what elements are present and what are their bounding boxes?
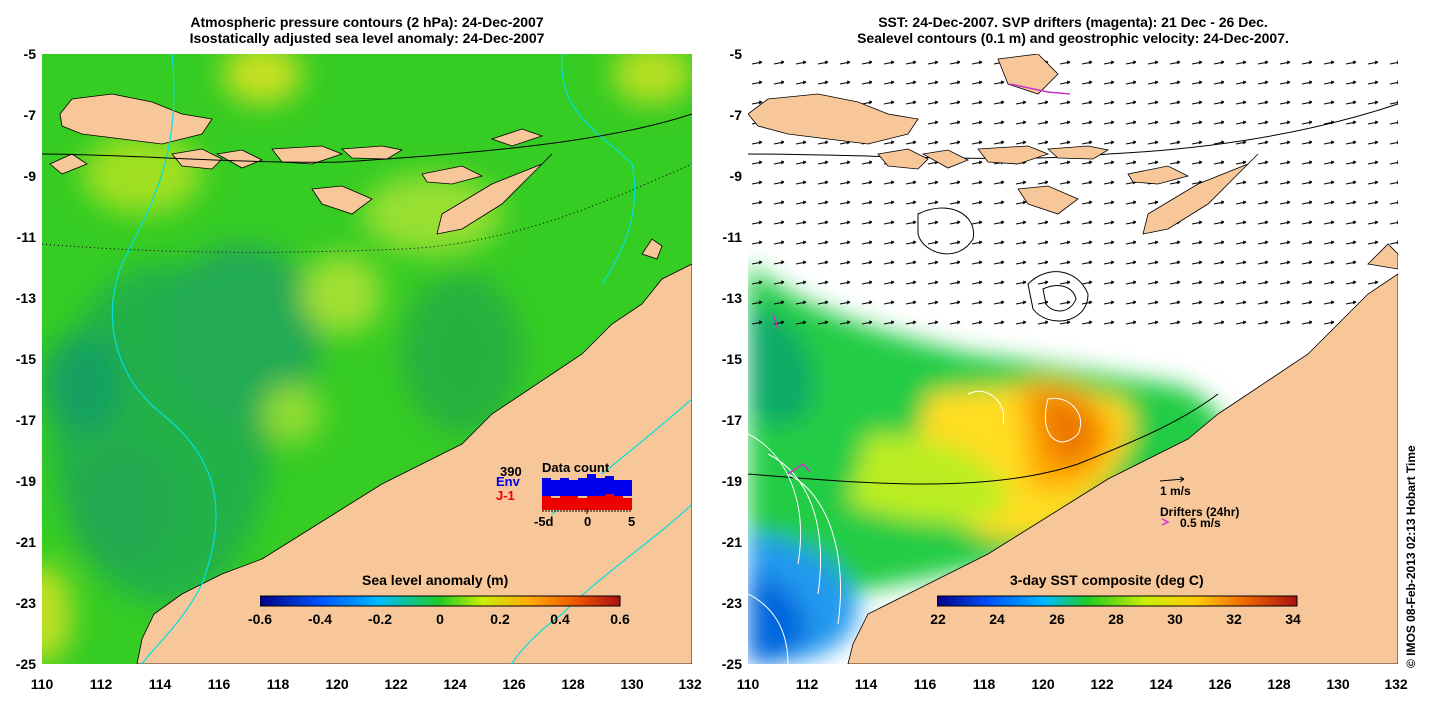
- sst-colorbar: [937, 595, 1298, 607]
- right-lat-label: -11: [722, 229, 742, 245]
- right-lat-label: -21: [721, 534, 742, 550]
- sla-colorbar-title: Sea level anomaly (m): [362, 572, 509, 588]
- left-lat-label: -9: [23, 168, 36, 184]
- right-lat-label: -17: [721, 412, 742, 428]
- velocity-arrows: [748, 54, 1398, 334]
- right-lon-label: 132: [1384, 676, 1408, 692]
- right-lon-label: 110: [736, 676, 760, 692]
- left-black-contour: [42, 113, 692, 163]
- sla-colorbar: [260, 595, 621, 607]
- sla-map: [42, 54, 692, 664]
- right-lon-label: 112: [795, 676, 819, 692]
- drifter-track: [772, 313, 779, 330]
- right-lat-label: -7: [729, 107, 742, 123]
- sst-contours: [748, 103, 1398, 485]
- inset-xtick: -5d: [534, 514, 554, 529]
- sla-colorbar-tick: -0.6: [247, 611, 273, 627]
- drifter-scale-label: 0.5 m/s: [1180, 516, 1221, 530]
- right-lat-label: -15: [721, 351, 742, 367]
- left-lon-label: 114: [148, 676, 172, 692]
- left-lat-label: -25: [15, 656, 36, 672]
- scale-arrow: [1159, 478, 1185, 482]
- right-title-line1: SST: 24-Dec-2007. SVP drifters (magenta)…: [878, 14, 1268, 30]
- scale-arrow-head: [1179, 476, 1185, 483]
- right-lon-label: 120: [1031, 676, 1055, 692]
- inset-j1-label: J-1: [496, 488, 515, 503]
- sla-colorbar-tick: -0.4: [307, 611, 333, 627]
- sla-colorbar-tick: 0.6: [610, 611, 630, 627]
- left-lat-label: -5: [23, 46, 36, 62]
- right-lat-label: -19: [721, 473, 742, 489]
- right-lat-label: -13: [721, 290, 742, 306]
- inset-xtick: 5: [628, 514, 636, 529]
- right-lon-label: 122: [1090, 676, 1114, 692]
- sst-map: [748, 54, 1398, 664]
- right-lon-label: 118: [972, 676, 996, 692]
- left-lat-label: -11: [16, 229, 36, 245]
- left-lat-label: -7: [23, 107, 36, 123]
- inset-env-label: Env: [496, 474, 520, 489]
- imos-credit: © IMOS 08-Feb-2013 02:13 Hobart Time: [1404, 445, 1418, 668]
- right-lon-label: 126: [1208, 676, 1232, 692]
- right-lon-label: 116: [913, 676, 937, 692]
- left-lat-label: -21: [15, 534, 36, 550]
- left-lon-label: 112: [89, 676, 113, 692]
- left-lat-label: -19: [15, 473, 36, 489]
- right-lat-label: -5: [729, 46, 742, 62]
- sla-field: [42, 54, 692, 664]
- left-landmasses: [49, 93, 692, 664]
- drifter-track: [1009, 83, 1071, 95]
- drifters-label: Drifters (24hr): [1160, 505, 1240, 519]
- inset-xtick: 0: [584, 514, 592, 529]
- left-lon-label: 118: [266, 676, 290, 692]
- drifter-track: [787, 463, 811, 475]
- left-lon-label: 124: [443, 676, 467, 692]
- sst-colorbar-tick: 26: [1049, 611, 1065, 627]
- left-lat-label: -17: [15, 412, 36, 428]
- sla-colorbar-tick: -0.2: [367, 611, 393, 627]
- right-title-line2: Sealevel contours (0.1 m) and geostrophi…: [857, 30, 1289, 46]
- left-lat-label: -23: [15, 595, 36, 611]
- right-lon-label: 130: [1326, 676, 1350, 692]
- right-lon-label: 124: [1149, 676, 1173, 692]
- sst-colorbar-tick: 30: [1167, 611, 1183, 627]
- right-lon-label: 114: [854, 676, 878, 692]
- left-lon-label: 110: [30, 676, 54, 692]
- left-lon-label: 132: [678, 676, 702, 692]
- right-lon-label: 128: [1267, 676, 1291, 692]
- sst-colorbar-tick: 28: [1108, 611, 1124, 627]
- inset-title: Data count: [542, 460, 610, 475]
- left-dotted-contour: [42, 163, 692, 253]
- sst-colorbar-tick: 34: [1285, 611, 1301, 627]
- left-lon-label: 130: [620, 676, 644, 692]
- sst-colorbar-tick: 32: [1226, 611, 1242, 627]
- sla-colorbar-tick: 0: [436, 611, 444, 627]
- right-title: SST: 24-Dec-2007. SVP drifters (magenta)…: [748, 14, 1398, 46]
- inset-j1-bars: [542, 494, 632, 510]
- sla-colorbar-tick: 0.4: [550, 611, 570, 627]
- left-lon-label: 128: [561, 676, 585, 692]
- left-lat-label: -13: [15, 290, 36, 306]
- inset-env-bars: [542, 474, 632, 496]
- sla-colorbar-tick: 0.2: [490, 611, 510, 627]
- left-lat-label: -15: [15, 351, 36, 367]
- right-lat-label: -23: [721, 595, 742, 611]
- sst-colorbar-tick: 24: [989, 611, 1005, 627]
- left-lon-label: 122: [384, 676, 408, 692]
- sst-colorbar-tick: 22: [930, 611, 946, 627]
- sst-white-contours: [748, 390, 1082, 664]
- right-lat-label: -25: [721, 656, 742, 672]
- inset-count: 390: [500, 464, 522, 479]
- drifter-scale-arrow: [1161, 518, 1170, 526]
- right-lat-label: -9: [729, 168, 742, 184]
- left-lon-label: 116: [207, 676, 231, 692]
- velocity-scale-label: 1 m/s: [1160, 484, 1191, 498]
- left-lon-label: 120: [325, 676, 349, 692]
- left-title-line1: Atmospheric pressure contours (2 hPa): 2…: [190, 14, 544, 30]
- left-lon-label: 126: [502, 676, 526, 692]
- left-title-line2: Isostatically adjusted sea level anomaly…: [189, 30, 545, 46]
- left-title: Atmospheric pressure contours (2 hPa): 2…: [42, 14, 692, 46]
- sst-colorbar-title: 3-day SST composite (deg C): [1010, 572, 1204, 588]
- inset-histogram: [542, 474, 632, 514]
